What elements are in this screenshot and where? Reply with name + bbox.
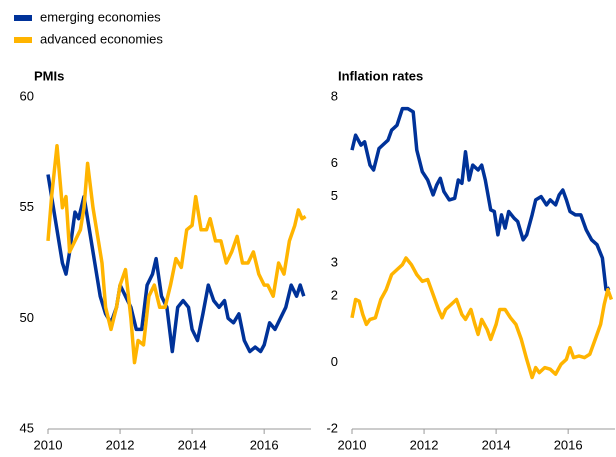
x-tick-label: 2012 [410, 437, 439, 452]
y-tick-label: 45 [20, 420, 34, 435]
panel-title: Inflation rates [338, 68, 423, 83]
x-tick-label: 2010 [34, 437, 63, 452]
legend-swatch [14, 37, 32, 43]
x-tick-label: 2014 [178, 437, 207, 452]
x-tick-label: 2012 [106, 437, 135, 452]
legend-swatch [14, 15, 32, 21]
y-tick-label: 2 [331, 288, 338, 303]
y-tick-label: 55 [20, 199, 34, 214]
y-tick-label: -2 [326, 420, 338, 435]
x-tick-label: 2014 [482, 437, 511, 452]
panel-title: PMIs [34, 68, 64, 83]
y-tick-label: 50 [20, 310, 34, 325]
y-tick-label: 60 [20, 88, 34, 103]
series-line [350, 256, 614, 380]
y-tick-label: 5 [331, 188, 338, 203]
x-tick-label: 2016 [250, 437, 279, 452]
legend-label: emerging economies [40, 9, 161, 24]
y-tick-label: 6 [331, 155, 338, 170]
x-tick-label: 2016 [554, 437, 583, 452]
series-line [46, 174, 306, 354]
y-tick-label: 3 [331, 254, 338, 269]
series-line [350, 106, 611, 292]
x-tick-label: 2010 [338, 437, 367, 452]
legend-label: advanced economies [40, 31, 163, 46]
y-tick-label: 0 [331, 354, 338, 369]
series-line [46, 143, 307, 365]
y-tick-label: 8 [331, 88, 338, 103]
